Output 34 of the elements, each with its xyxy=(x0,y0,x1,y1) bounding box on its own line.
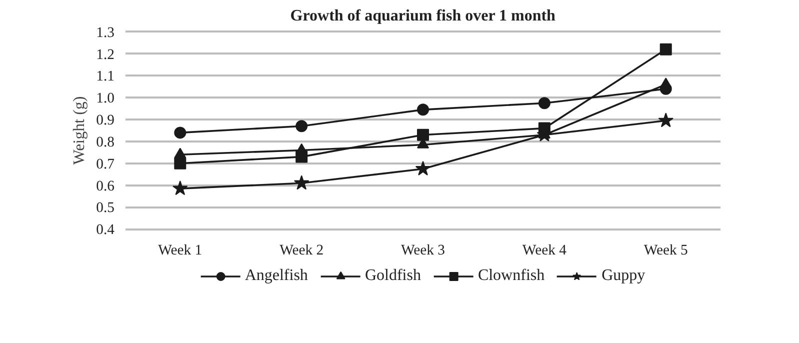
x-tick-label: Week 3 xyxy=(401,242,446,258)
y-tick-label: 0.6 xyxy=(96,178,115,194)
legend-label: Angelfish xyxy=(244,267,308,285)
y-tick-label: 1.1 xyxy=(96,68,115,85)
point xyxy=(174,148,186,158)
point xyxy=(294,175,310,190)
legend-label: Clownfish xyxy=(478,267,545,285)
point xyxy=(417,128,429,141)
y-tick-label: 0.4 xyxy=(96,222,116,238)
y-tick-label: 0.9 xyxy=(96,112,115,129)
y-tick-label: 0.5 xyxy=(96,200,115,216)
point xyxy=(417,104,429,116)
point xyxy=(658,112,674,128)
x-tick-label: Week 5 xyxy=(644,242,688,258)
y-tick-label: 1.2 xyxy=(96,46,115,63)
x-tick-label: Week 4 xyxy=(522,242,568,258)
point xyxy=(296,120,308,132)
chart-title: Growth of aquarium fish over 1 month xyxy=(290,8,556,24)
point xyxy=(174,126,186,139)
x-tick-label: Week 2 xyxy=(280,242,324,258)
point xyxy=(660,43,672,56)
y-tick-label: 1.3 xyxy=(96,24,115,41)
y-tick-label: 0.8 xyxy=(96,134,115,150)
point xyxy=(538,97,550,110)
point xyxy=(660,82,672,95)
y-tick-label: 1.0 xyxy=(96,90,115,107)
y-tick-label: 0.7 xyxy=(96,156,115,172)
point xyxy=(415,160,431,176)
x-tick-label: Week 1 xyxy=(158,242,202,258)
legend-label: Guppy xyxy=(602,267,646,285)
point xyxy=(174,157,186,170)
y-axis-title: Weight (g) xyxy=(71,96,88,165)
point xyxy=(172,180,188,196)
legend-label: Goldfish xyxy=(364,267,421,285)
